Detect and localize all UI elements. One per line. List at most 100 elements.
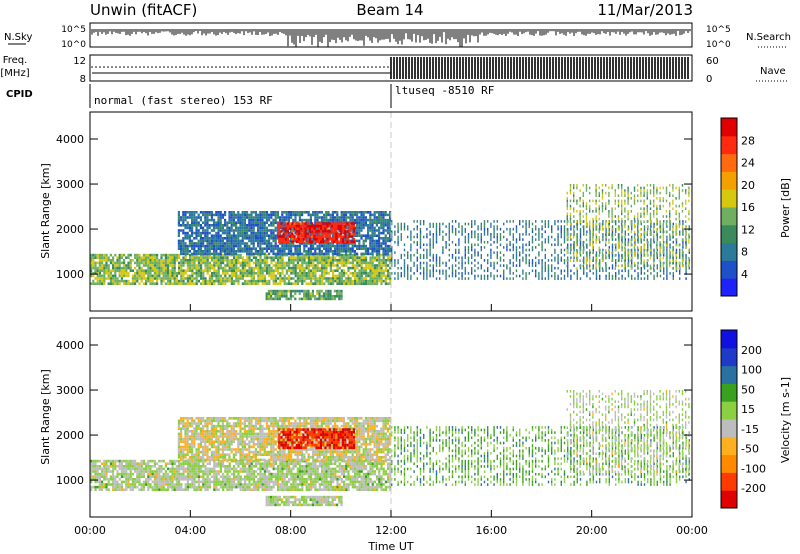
power-cell xyxy=(544,220,546,223)
power-cell xyxy=(461,272,463,275)
power-cell xyxy=(400,274,402,278)
power-cell xyxy=(213,269,216,272)
power-cell xyxy=(217,274,220,278)
power-cell xyxy=(252,279,255,283)
power-cell xyxy=(265,242,268,245)
power-cell xyxy=(136,264,139,267)
power-cell xyxy=(321,279,324,283)
power-cell xyxy=(589,230,591,234)
power-cell xyxy=(602,235,604,239)
power-cell xyxy=(210,229,213,232)
power-cell xyxy=(338,250,341,253)
power-cell xyxy=(334,252,337,256)
power-cell xyxy=(226,277,229,280)
power-cell xyxy=(569,191,572,195)
power-cell xyxy=(254,218,257,222)
power-cell xyxy=(599,259,601,262)
power-cell xyxy=(101,282,104,285)
power-cell xyxy=(557,274,559,278)
power-cell xyxy=(250,272,253,275)
power-cell xyxy=(241,239,244,243)
power-cell xyxy=(213,234,216,237)
power-cell xyxy=(432,240,434,244)
power-cell xyxy=(371,234,374,237)
power-cell xyxy=(329,261,332,265)
power-cell xyxy=(248,218,251,222)
power-cell xyxy=(323,244,326,248)
freq-dot xyxy=(267,66,269,68)
power-cell xyxy=(332,264,335,267)
power-cell xyxy=(496,269,498,273)
power-cell xyxy=(458,248,460,252)
power-cell xyxy=(257,264,260,267)
power-cell xyxy=(293,235,296,238)
power-cell xyxy=(358,239,361,243)
power-cell xyxy=(136,277,139,280)
power-cell xyxy=(442,272,444,275)
power-cell xyxy=(576,259,578,262)
power-cell xyxy=(378,277,381,280)
power-cell xyxy=(351,274,354,278)
power-cell xyxy=(312,252,315,256)
power-cell xyxy=(369,247,372,250)
power-cell xyxy=(230,279,233,283)
power-cell xyxy=(268,244,271,248)
power-cell xyxy=(186,250,189,253)
power-cell xyxy=(432,259,434,262)
power-cell xyxy=(416,259,418,262)
power-cell xyxy=(535,227,537,231)
power-cell xyxy=(222,266,225,270)
power-cell xyxy=(274,279,277,283)
power-cell xyxy=(560,233,562,236)
power-cell xyxy=(283,282,286,285)
power-cell xyxy=(286,240,290,244)
power-cell xyxy=(98,261,101,265)
power-cell xyxy=(297,232,301,236)
power-cell xyxy=(243,218,246,222)
power-cell xyxy=(353,211,356,214)
power-cell xyxy=(528,243,530,247)
power-cell xyxy=(283,244,286,248)
power-cell xyxy=(519,233,521,236)
power-cell xyxy=(364,216,367,219)
power-cell xyxy=(679,269,681,273)
power-cell xyxy=(576,269,578,273)
power-cell xyxy=(230,269,233,272)
power-cell xyxy=(461,227,463,231)
power-cell xyxy=(364,234,367,237)
power-cell xyxy=(158,274,161,278)
power-cell xyxy=(189,266,192,270)
power-cell xyxy=(464,246,466,249)
power-cell xyxy=(177,231,180,235)
power-cell xyxy=(182,256,185,259)
power-cell xyxy=(140,269,143,272)
power-cell xyxy=(413,264,415,267)
power-cell xyxy=(246,234,249,237)
power-cell xyxy=(605,274,607,278)
power-cell xyxy=(177,218,180,222)
power-cell xyxy=(127,272,130,275)
power-cell xyxy=(512,243,514,247)
power-cell xyxy=(248,213,251,217)
power-cell xyxy=(573,215,575,218)
power-cell xyxy=(199,218,202,222)
power-cell xyxy=(382,247,385,250)
power-cell xyxy=(643,227,646,231)
power-cell xyxy=(219,226,222,230)
power-cell xyxy=(217,244,220,248)
power-cell xyxy=(349,247,352,250)
power-cell xyxy=(261,226,264,230)
power-cell xyxy=(283,224,286,227)
power-cell xyxy=(403,272,406,275)
power-cell xyxy=(360,211,363,214)
power-cell xyxy=(599,240,601,244)
power-cell xyxy=(248,250,251,253)
power-cell xyxy=(188,239,191,243)
power-cell xyxy=(663,277,665,280)
power-cell xyxy=(290,239,293,243)
power-cell xyxy=(360,272,363,275)
power-cell xyxy=(362,282,365,285)
power-cell xyxy=(432,225,434,228)
power-cell xyxy=(563,227,566,231)
power-cell xyxy=(432,269,434,273)
